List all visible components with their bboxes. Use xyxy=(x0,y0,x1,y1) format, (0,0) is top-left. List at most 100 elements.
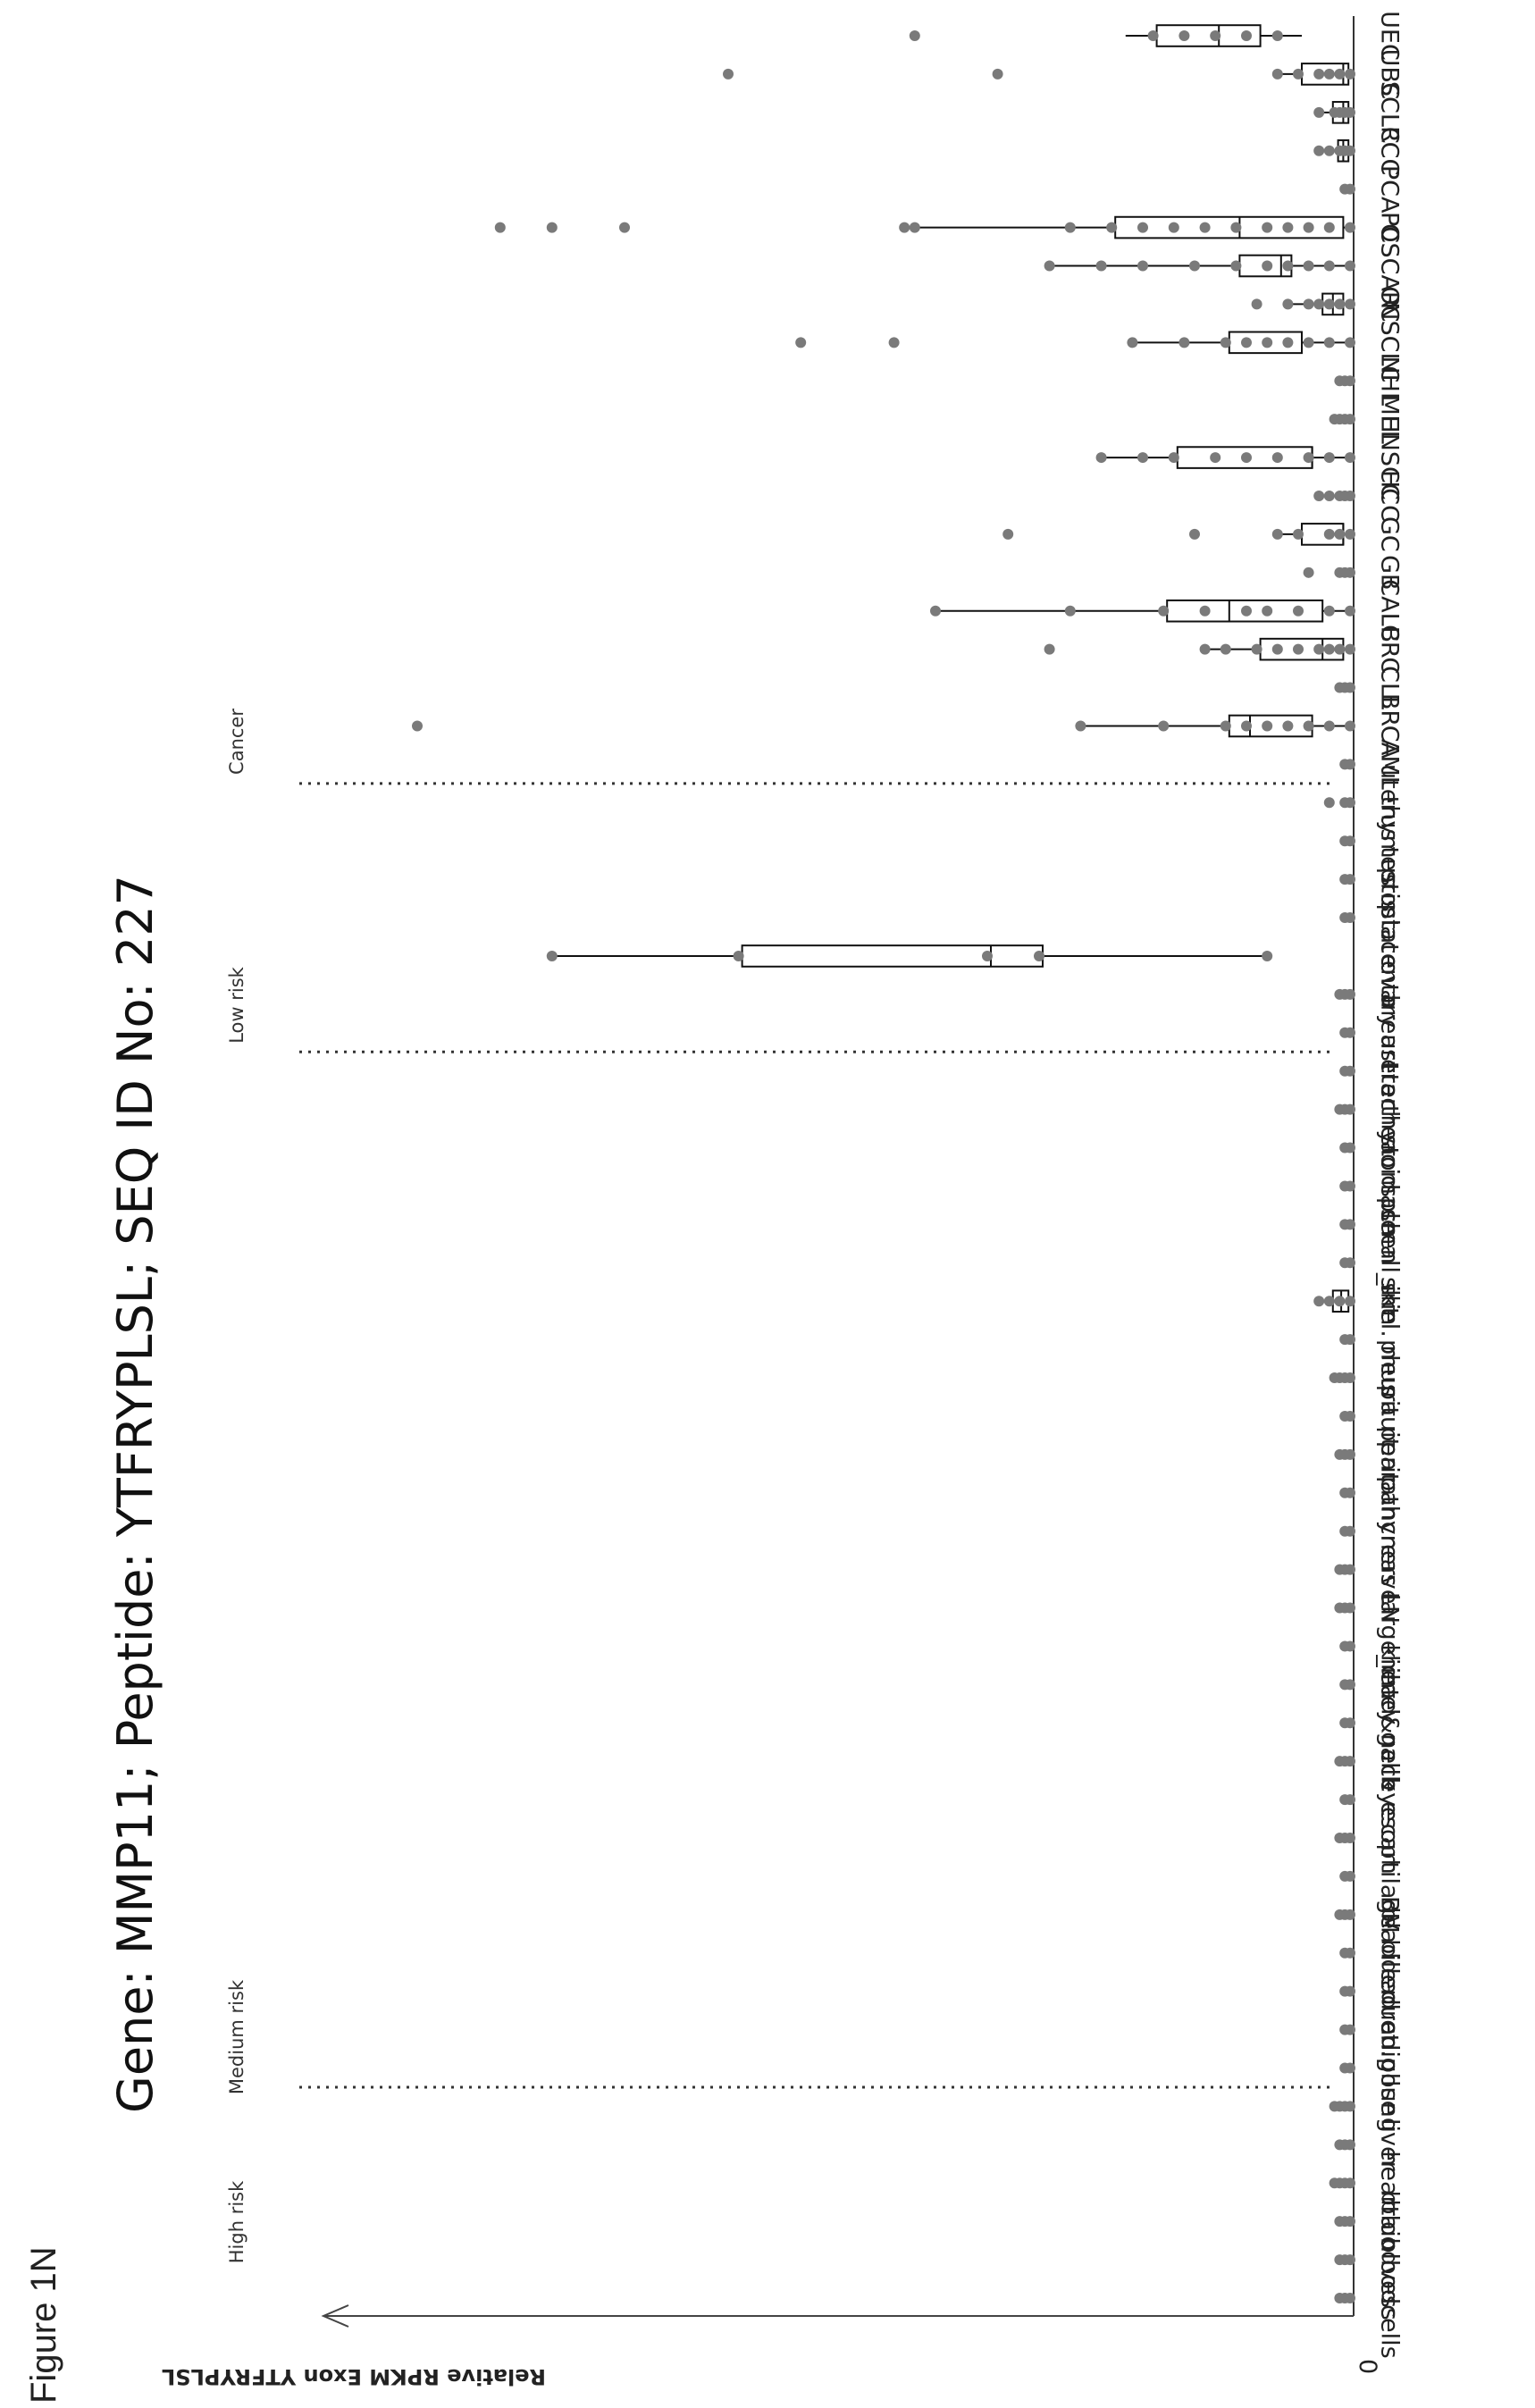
category-tick-label: lung xyxy=(1376,2080,1404,2133)
data-point xyxy=(1106,222,1118,233)
data-point xyxy=(1329,2177,1340,2189)
category-tick-label: skin xyxy=(1376,1277,1404,1325)
data-point xyxy=(1168,222,1179,233)
data-point xyxy=(1220,643,1231,655)
data-point xyxy=(1282,222,1294,233)
data-point xyxy=(1339,1794,1351,1806)
data-point xyxy=(546,222,558,233)
data-point xyxy=(1199,605,1211,617)
data-point xyxy=(1044,643,1055,655)
data-point xyxy=(1323,260,1335,272)
chart-title: Gene: MMP11; Peptide: YTFRYPLSL; SEQ ID … xyxy=(107,875,164,2113)
data-point xyxy=(1303,298,1314,310)
data-point xyxy=(1075,720,1086,732)
data-point xyxy=(1303,452,1314,464)
data-point xyxy=(1282,298,1294,310)
group-label: Cancer xyxy=(226,709,247,775)
data-point xyxy=(1334,490,1346,501)
data-point xyxy=(1334,1909,1346,1920)
data-point xyxy=(1345,298,1355,310)
category-tick-label: ureter xyxy=(1376,1034,1404,1108)
data-point xyxy=(909,30,920,41)
data-point xyxy=(1262,260,1273,272)
category-tick-label: adren.gl xyxy=(1376,1980,1404,2079)
data-point xyxy=(1345,337,1355,348)
data-point xyxy=(1262,337,1273,348)
category-tick-label: SCLC xyxy=(1376,81,1404,144)
data-point xyxy=(1262,950,1273,961)
data-point xyxy=(1271,528,1283,540)
data-point xyxy=(1137,260,1148,272)
category-tick-label: placenta xyxy=(1376,904,1404,1009)
data-point xyxy=(1241,720,1252,732)
data-point xyxy=(412,720,423,732)
data-point xyxy=(1137,452,1148,464)
data-point xyxy=(1189,260,1200,272)
data-point xyxy=(1339,1180,1351,1192)
data-point xyxy=(1339,1640,1351,1652)
zero-tick-label: 0 xyxy=(1354,2359,1381,2374)
category-tick-label: UBC xyxy=(1376,49,1404,100)
data-point xyxy=(1339,835,1351,847)
data-point xyxy=(494,222,506,233)
data-point xyxy=(733,950,744,961)
data-point xyxy=(1334,1103,1346,1115)
data-point xyxy=(1158,720,1170,732)
data-point xyxy=(1282,260,1294,272)
data-point xyxy=(1271,452,1283,464)
data-point xyxy=(1345,222,1355,233)
data-point xyxy=(1339,874,1351,885)
category-tick-label: GC xyxy=(1376,516,1404,552)
data-point xyxy=(1334,298,1346,310)
data-point xyxy=(1241,30,1252,41)
category-tick-label: brain xyxy=(1376,2190,1404,2252)
data-point xyxy=(1334,1756,1346,1767)
data-point xyxy=(1334,2293,1346,2303)
category-tick-label: spleen xyxy=(1376,1185,1404,1264)
category-tick-label: bloodcells xyxy=(1376,2237,1404,2358)
category-tick-label: ovary xyxy=(1376,961,1404,1028)
data-point xyxy=(1329,106,1340,118)
data-point xyxy=(1282,720,1294,732)
data-point xyxy=(1271,68,1283,80)
data-point xyxy=(1241,337,1252,348)
category-tick-label: liver xyxy=(1376,2119,1404,2172)
group-label: Low risk xyxy=(226,966,247,1043)
category-tick-label: UEC xyxy=(1376,11,1404,61)
data-point xyxy=(1329,2101,1340,2112)
data-point xyxy=(1339,1679,1351,1691)
group-label: Medium risk xyxy=(226,1979,247,2094)
data-point xyxy=(1339,912,1351,924)
data-point xyxy=(1339,1334,1351,1346)
data-point xyxy=(1323,222,1335,233)
data-point xyxy=(1334,2216,1346,2228)
data-point xyxy=(1002,528,1014,540)
data-point xyxy=(1334,1448,1346,1460)
category-tick-label: CALB xyxy=(1376,579,1404,642)
data-point xyxy=(1339,1985,1351,1997)
category-tick-label: bloodvess xyxy=(1376,2199,1404,2320)
data-point xyxy=(1293,605,1304,617)
data-point xyxy=(1095,452,1107,464)
data-point xyxy=(1334,1564,1346,1575)
category-tick-label: BRCA xyxy=(1376,693,1404,759)
data-point xyxy=(1313,145,1325,156)
data-point xyxy=(1251,643,1262,655)
data-point xyxy=(1034,950,1044,961)
category-tick-label: gallb xyxy=(1376,1732,1404,1791)
category-tick-label: CRC xyxy=(1376,625,1404,674)
data-point xyxy=(1095,260,1107,272)
data-point xyxy=(1147,30,1159,41)
data-point xyxy=(1293,68,1304,80)
data-point xyxy=(1282,337,1294,348)
box-iqr xyxy=(741,944,1044,968)
data-point xyxy=(1345,528,1355,540)
data-point xyxy=(1334,682,1346,693)
data-point xyxy=(1199,643,1211,655)
data-point xyxy=(723,68,734,80)
category-tick-label: MEL xyxy=(1376,394,1404,443)
data-point xyxy=(1220,337,1231,348)
data-point xyxy=(1303,566,1314,578)
data-point xyxy=(1293,528,1304,540)
data-point xyxy=(1334,2139,1346,2151)
